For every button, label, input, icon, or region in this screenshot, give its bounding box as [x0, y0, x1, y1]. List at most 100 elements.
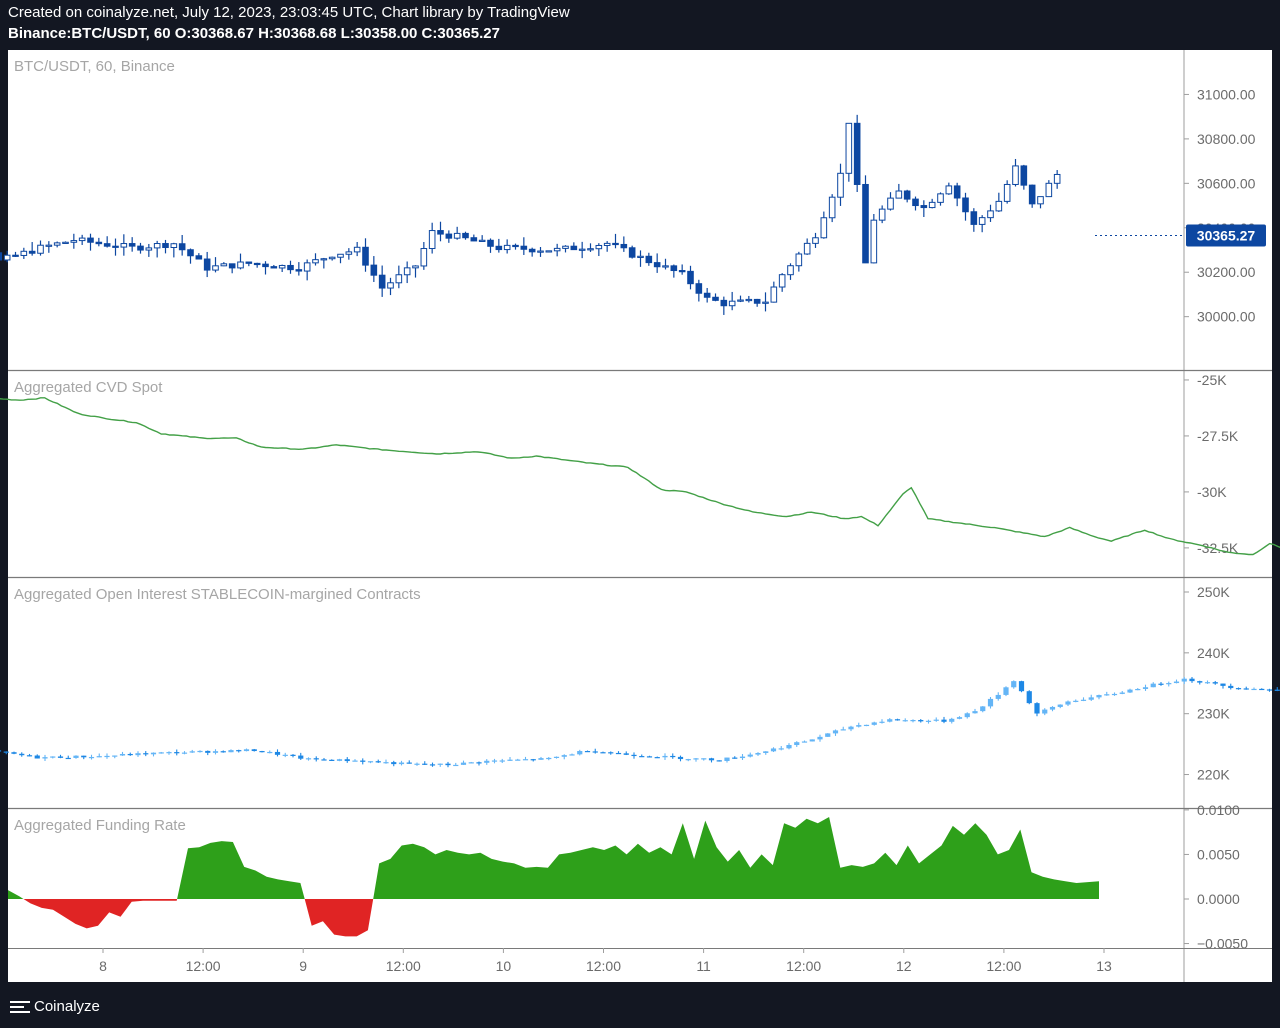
oi-candle — [445, 763, 451, 766]
price-candle — [912, 198, 919, 207]
price-candle — [345, 251, 353, 255]
price-candle — [978, 217, 986, 225]
oi-candle — [623, 753, 629, 755]
oi-candle — [964, 713, 970, 718]
price-candle — [45, 244, 53, 247]
oi-candle — [321, 759, 327, 761]
price-candle — [437, 230, 444, 235]
brand-logo[interactable]: Coinalyze — [10, 998, 100, 1015]
price-candle — [495, 245, 503, 251]
price-candle — [920, 205, 928, 209]
last-price-label: 30365.27 — [1197, 227, 1256, 243]
oi-candle — [1065, 701, 1071, 705]
oi-candle — [406, 762, 412, 764]
funding-area-negative — [23, 898, 178, 929]
oi-candle — [941, 719, 947, 722]
oi-candle — [305, 758, 312, 760]
price-candle — [753, 298, 761, 304]
oi-candle — [1142, 687, 1149, 689]
oi-candle — [150, 752, 157, 755]
price-candle — [512, 244, 519, 248]
oi-candle — [871, 722, 877, 725]
x-tick-label: 12 — [896, 958, 912, 974]
oi-candle — [11, 752, 17, 754]
oi-candle — [747, 754, 753, 757]
price-candle — [887, 197, 894, 210]
oi-candle — [313, 758, 319, 760]
oi-candle — [693, 758, 699, 760]
oi-candle — [65, 757, 71, 760]
y-tick-label: -25K — [1197, 372, 1227, 388]
oi-candle — [561, 755, 567, 757]
oi-candle — [925, 720, 932, 722]
brand-name: Coinalyze — [34, 998, 100, 1015]
price-candle — [28, 250, 36, 254]
oi-candle — [863, 724, 870, 727]
price-candle — [212, 265, 219, 271]
oi-candle — [119, 753, 126, 756]
oi-candle — [856, 725, 862, 727]
y-tick-label: 0.0100 — [1197, 802, 1240, 818]
oi-candle — [763, 751, 769, 754]
oi-candle — [832, 730, 839, 734]
oi-candle — [383, 762, 389, 764]
price-candle — [153, 243, 161, 249]
price-candle — [845, 122, 853, 174]
x-tick-label: 13 — [1096, 958, 1112, 974]
pane-title-1: BTC/USDT, 60, Binance — [14, 58, 175, 75]
price-candle — [812, 237, 819, 244]
oi-candle — [910, 720, 916, 722]
oi-candle — [42, 757, 48, 759]
price-candle — [412, 265, 419, 269]
oi-candle — [732, 757, 738, 759]
oi-candle — [639, 756, 645, 758]
oi-candle — [391, 762, 397, 765]
oi-candle — [654, 757, 660, 759]
oi-candle — [1135, 688, 1141, 691]
price-candle — [295, 269, 303, 272]
oi-candle — [422, 763, 428, 765]
oi-candle — [794, 742, 800, 746]
oi-candle — [1119, 692, 1125, 694]
oi-candle — [1251, 688, 1257, 691]
oi-candle — [825, 733, 831, 737]
y-tick-label: -30K — [1197, 484, 1227, 500]
price-candle — [795, 253, 803, 267]
price-candle — [853, 122, 861, 185]
oi-candle — [81, 755, 87, 758]
price-candle — [695, 283, 703, 294]
price-candle — [570, 245, 578, 251]
oi-candle — [809, 739, 815, 742]
oi-candle — [770, 748, 777, 752]
price-candle — [620, 243, 628, 249]
price-candle — [720, 299, 728, 307]
price-candle — [120, 243, 128, 248]
oi-candle — [344, 759, 350, 762]
oi-candle — [135, 753, 141, 756]
price-candle — [178, 243, 186, 251]
oi-candle — [902, 720, 908, 722]
price-candle — [1020, 165, 1028, 186]
oi-candle — [1057, 704, 1063, 707]
oi-candle — [460, 762, 467, 765]
oi-candle — [1150, 683, 1156, 688]
price-candle — [0, 252, 3, 261]
price-candle — [253, 262, 261, 266]
oi-candle — [104, 755, 110, 758]
oi-candle — [701, 758, 707, 760]
y-tick-label: -27.5K — [1197, 428, 1239, 444]
oi-candle — [243, 749, 250, 752]
cvd-series-line — [0, 397, 1280, 556]
oi-candle — [1034, 703, 1040, 714]
oi-candle — [956, 717, 963, 719]
oi-candle — [778, 748, 784, 750]
price-candle — [237, 261, 244, 269]
oi-candle — [615, 752, 622, 755]
oi-candle — [267, 751, 273, 754]
price-candle — [637, 255, 644, 258]
y-tick-label: 30000.00 — [1197, 309, 1256, 325]
price-candle — [328, 256, 336, 260]
price-candle — [828, 196, 836, 219]
oi-candle — [848, 726, 854, 730]
